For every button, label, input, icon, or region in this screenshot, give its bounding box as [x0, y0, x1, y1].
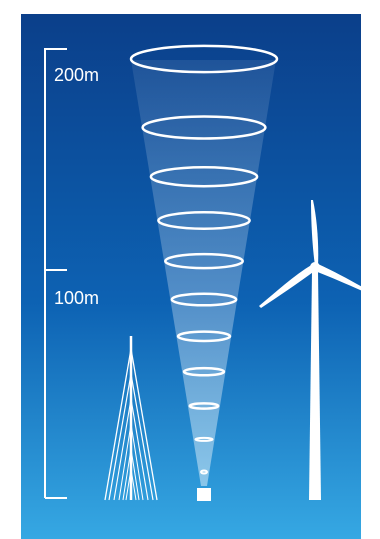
lidar-device: [197, 488, 211, 501]
turbine-hub: [310, 262, 320, 272]
measurement-ring: [129, 44, 279, 74]
turbine-blade-up: [311, 200, 319, 266]
scale-label-200: 200m: [54, 65, 99, 85]
scale-label-100: 100m: [54, 288, 99, 308]
turbine-tower: [309, 271, 321, 500]
measurement-ring: [149, 165, 259, 188]
met-mast: [104, 336, 158, 501]
measurement-ring: [176, 330, 232, 343]
measurement-ring: [157, 211, 251, 230]
measurement-ring: [164, 252, 244, 270]
measurement-ring: [188, 402, 220, 410]
lidar-beam: [131, 60, 276, 486]
height-scale: 200m 100m: [44, 48, 99, 499]
measurement-ring: [141, 115, 267, 140]
measurement-ring: [182, 366, 226, 377]
turbine-blade-right: [315, 264, 361, 291]
measurement-ring: [170, 292, 238, 307]
measurement-ring: [194, 436, 214, 442]
wind-turbine: [259, 200, 361, 500]
turbine-blade-left: [259, 264, 316, 308]
measurement-rings: [129, 44, 279, 475]
measurement-ring: [200, 469, 208, 475]
lidar-diagram: 200m 100m: [21, 14, 361, 539]
